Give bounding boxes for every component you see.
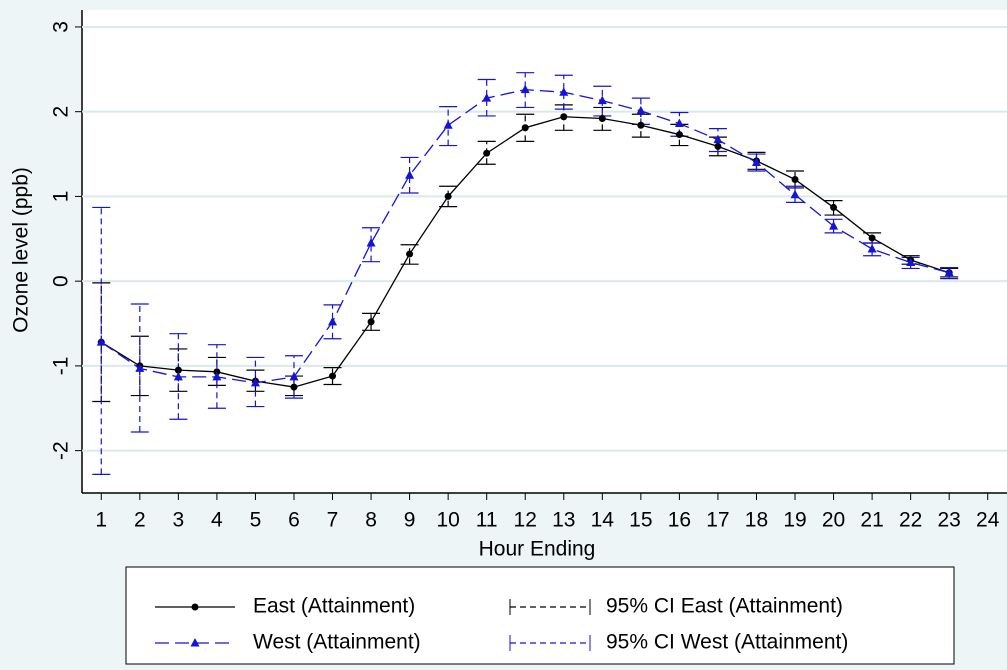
x-tick-label: 16 — [668, 509, 691, 532]
point — [868, 234, 876, 242]
x-tick-label: 4 — [211, 509, 223, 532]
x-tick-label: 11 — [476, 509, 498, 532]
point — [482, 93, 492, 102]
point — [598, 114, 606, 122]
point — [597, 95, 607, 105]
point — [560, 113, 568, 121]
y-tick-label: 2 — [50, 106, 73, 118]
error-bar — [477, 78, 496, 117]
error-bar — [362, 227, 381, 263]
point — [367, 318, 375, 326]
point — [867, 243, 877, 253]
y-tick-label: 3 — [50, 21, 73, 33]
x-tick-label: 18 — [745, 509, 768, 532]
point — [559, 87, 569, 96]
point — [830, 203, 838, 211]
x-tick-label: 15 — [629, 509, 652, 532]
point — [213, 368, 221, 376]
error-bar — [323, 304, 342, 340]
x-tick-label: 22 — [899, 509, 922, 532]
x-tick-label: 10 — [436, 509, 459, 532]
error-bar — [824, 200, 843, 216]
point — [174, 366, 182, 374]
x-tick-label: 3 — [173, 509, 185, 532]
point — [944, 267, 954, 277]
x-tick-label: 5 — [250, 509, 262, 532]
y-tick-label: 0 — [50, 275, 73, 287]
x-tick-label: 19 — [783, 509, 806, 532]
point — [713, 134, 723, 144]
x-tick-label: 12 — [514, 509, 537, 532]
point — [521, 124, 529, 132]
error-bar — [400, 156, 419, 194]
x-tick-label: 9 — [404, 509, 416, 532]
point — [674, 118, 684, 128]
point — [675, 131, 683, 139]
point — [289, 371, 299, 381]
point — [444, 192, 452, 200]
y-tick-label: -1 — [50, 357, 73, 376]
x-tick-label: 20 — [822, 509, 845, 532]
point — [405, 170, 415, 179]
point — [751, 157, 761, 167]
point — [637, 121, 645, 129]
x-tick-label: 8 — [365, 509, 377, 532]
x-tick-label: 6 — [288, 509, 300, 532]
x-tick-label: 24 — [976, 509, 1000, 532]
error-bar — [554, 74, 573, 110]
y-axis-label: Ozone level (ppb) — [10, 167, 33, 333]
point — [366, 238, 376, 247]
error-bar — [516, 72, 535, 109]
point — [212, 371, 222, 381]
legend-label: West (Attainment) — [253, 631, 421, 654]
legend-label: 95% CI West (Attainment) — [606, 631, 848, 654]
point — [906, 257, 916, 267]
legend-label: 95% CI East (Attainment) — [606, 595, 843, 618]
point — [406, 250, 414, 258]
x-tick-label: 13 — [552, 509, 575, 532]
x-tick-label: 2 — [134, 509, 146, 532]
legend-label: East (Attainment) — [253, 595, 415, 618]
x-tick-label: 17 — [706, 509, 729, 532]
x-tick-label: 23 — [938, 509, 961, 532]
point — [96, 337, 106, 346]
point — [135, 363, 145, 372]
error-bar — [439, 105, 458, 147]
error-bar — [786, 185, 805, 203]
point — [328, 316, 338, 326]
y-tick-label: -2 — [50, 441, 73, 460]
point — [290, 383, 298, 391]
point — [443, 120, 453, 129]
point — [250, 377, 260, 387]
point — [829, 221, 839, 230]
point — [791, 175, 799, 183]
x-axis-label: Hour Ending — [479, 538, 596, 561]
legend-marker — [190, 638, 200, 647]
x-tick-label: 7 — [327, 509, 339, 532]
point — [329, 372, 337, 380]
point — [520, 84, 530, 94]
point — [714, 142, 722, 150]
x-tick-label: 14 — [591, 509, 615, 532]
legend — [125, 566, 955, 665]
y-tick-label: 1 — [50, 191, 73, 203]
point — [173, 371, 183, 381]
point — [483, 149, 491, 157]
x-tick-label: 1 — [95, 509, 107, 532]
legend-marker — [191, 603, 199, 611]
x-tick-label: 21 — [860, 509, 883, 532]
error-bar — [747, 153, 766, 172]
point — [636, 105, 646, 115]
point — [790, 189, 800, 199]
